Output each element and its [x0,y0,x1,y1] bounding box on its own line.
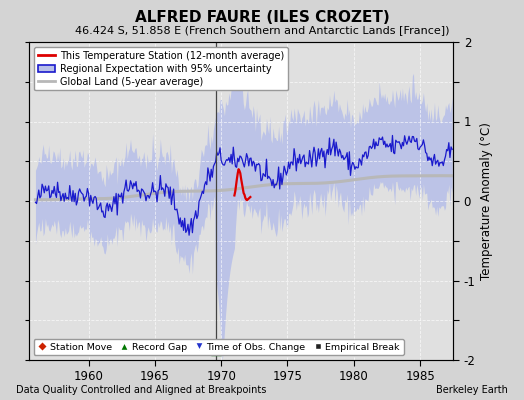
Text: ALFRED FAURE (ILES CROZET): ALFRED FAURE (ILES CROZET) [135,10,389,25]
Legend: Station Move, Record Gap, Time of Obs. Change, Empirical Break: Station Move, Record Gap, Time of Obs. C… [34,339,404,355]
Text: Berkeley Earth: Berkeley Earth [436,385,508,395]
Text: 46.424 S, 51.858 E (French Southern and Antarctic Lands [France]): 46.424 S, 51.858 E (French Southern and … [75,25,449,35]
Text: Data Quality Controlled and Aligned at Breakpoints: Data Quality Controlled and Aligned at B… [16,385,266,395]
Y-axis label: Temperature Anomaly (°C): Temperature Anomaly (°C) [479,122,493,280]
